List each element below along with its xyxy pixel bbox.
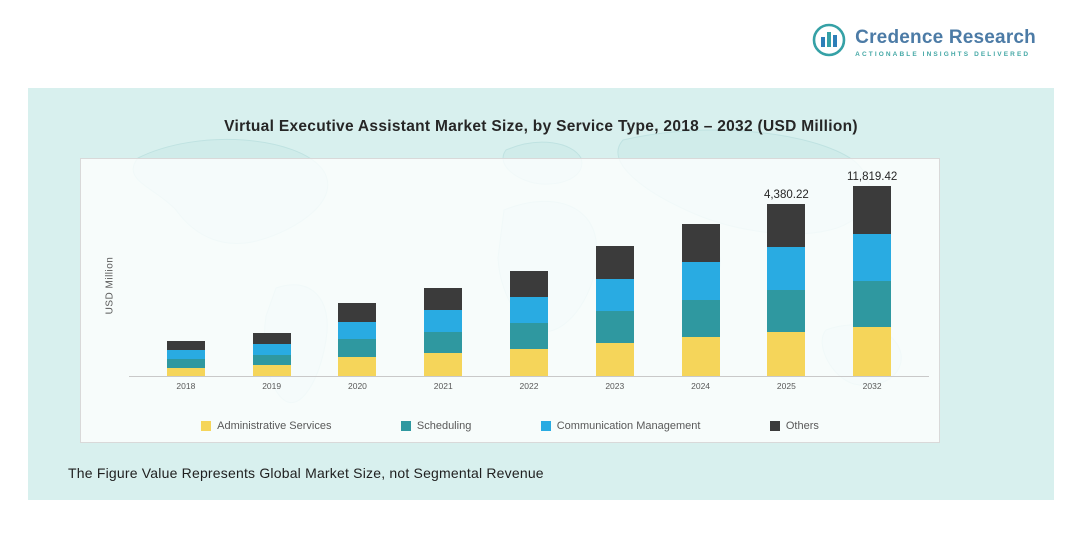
bar-segment-communication-management xyxy=(338,321,377,340)
x-axis-ticks: 2018 2019 2020 2021 2022 2023 2024 2025 2032 xyxy=(129,381,929,391)
bar-segment-others xyxy=(338,303,377,322)
bar-column-2020 xyxy=(315,303,401,376)
bar-segment-others xyxy=(510,271,549,298)
x-tick-2018: 2018 xyxy=(176,381,196,391)
stacked-bar-2022 xyxy=(510,271,549,376)
legend-swatch-communication-management xyxy=(540,421,551,431)
legend-item-scheduling: Scheduling xyxy=(400,420,472,432)
bar-value-label-2025: 4,380.22 xyxy=(763,189,809,201)
bar-segment-communication-management xyxy=(767,247,806,290)
x-tick-2025: 2025 xyxy=(776,381,796,391)
legend-label-administrative-services: Administrative Services xyxy=(217,420,332,432)
legend-label-scheduling: Scheduling xyxy=(416,420,472,432)
bar-segment-communication-management xyxy=(853,233,892,281)
legend-swatch-administrative-services xyxy=(201,421,212,431)
bar-column-2018 xyxy=(143,341,229,376)
bar-segment-scheduling xyxy=(252,354,291,366)
chart-box: USD Million 4,380.22 11,819.42 2018 2019 20… xyxy=(80,158,940,443)
bar-segment-administrative-services xyxy=(681,337,720,376)
stacked-bar-2025 xyxy=(767,204,806,376)
bar-segment-scheduling xyxy=(681,299,720,338)
bar-segment-administrative-services xyxy=(767,332,806,376)
bar-segment-administrative-services xyxy=(252,365,291,376)
bar-segment-administrative-services xyxy=(853,327,892,376)
bar-segment-administrative-services xyxy=(595,342,634,376)
bar-column-2025: 4,380.22 xyxy=(743,189,829,376)
legend-swatch-others xyxy=(769,421,780,431)
bar-segment-scheduling xyxy=(166,358,205,368)
bar-segment-administrative-services xyxy=(424,353,463,376)
x-tick-2032: 2032 xyxy=(862,381,882,391)
bar-segment-scheduling xyxy=(424,331,463,354)
bar-segment-communication-management xyxy=(595,278,634,311)
legend-label-communication-management: Communication Management xyxy=(556,420,701,432)
plot-area: 4,380.22 11,819.42 xyxy=(129,165,929,377)
x-tick-2024: 2024 xyxy=(691,381,711,391)
bar-segment-others xyxy=(424,288,463,310)
x-tick-2020: 2020 xyxy=(347,381,367,391)
bar-segment-others xyxy=(595,246,634,279)
bar-segment-others xyxy=(252,333,291,344)
bar-segment-communication-management xyxy=(252,343,291,355)
bar-segment-scheduling xyxy=(338,339,377,358)
bar-segment-administrative-services xyxy=(166,367,205,376)
stacked-bar-2021 xyxy=(424,288,463,376)
bar-segment-communication-management xyxy=(681,262,720,300)
stacked-bar-2018 xyxy=(166,341,205,376)
bar-segment-scheduling xyxy=(853,280,892,328)
bar-segment-others xyxy=(853,186,892,234)
bar-segment-communication-management xyxy=(510,297,549,324)
legend: Administrative Services Scheduling Communi… xyxy=(166,420,853,432)
bar-segment-communication-management xyxy=(424,309,463,332)
legend-item-administrative-services: Administrative Services xyxy=(201,420,331,432)
credence-research-logo: Credence Research Actionable Insights De… xyxy=(811,22,1036,63)
chart-title: Virtual Executive Assistant Market Size,… xyxy=(224,118,858,135)
logo-name: Credence Research xyxy=(855,27,1036,48)
stacked-bar-2023 xyxy=(595,246,634,376)
bar-column-2024 xyxy=(658,224,744,376)
logo-tagline: Actionable Insights Delivered xyxy=(855,51,1031,58)
bar-segment-others xyxy=(166,341,205,350)
bar-column-2023 xyxy=(572,246,658,376)
legend-label-others: Others xyxy=(785,420,819,432)
x-tick-2019: 2019 xyxy=(262,381,282,391)
stacked-bar-2032 xyxy=(853,186,892,376)
bar-column-2019 xyxy=(229,333,315,376)
bar-segment-communication-management xyxy=(166,349,205,359)
legend-item-others: Others xyxy=(769,420,819,432)
bar-segment-scheduling xyxy=(510,323,549,349)
bar-value-label-2032: 11,819.42 xyxy=(846,171,898,183)
bar-column-2022 xyxy=(486,271,572,376)
bar-segment-administrative-services xyxy=(510,348,549,376)
legend-item-communication-management: Communication Management xyxy=(540,420,701,432)
bar-column-2021 xyxy=(400,288,486,376)
x-tick-2022: 2022 xyxy=(519,381,539,391)
figure-footnote: The Figure Value Represents Global Marke… xyxy=(68,465,544,481)
bar-segment-others xyxy=(767,204,806,248)
stacked-bar-2019 xyxy=(252,333,291,376)
logo-bar-chart-icon xyxy=(811,22,847,63)
report-panel: Virtual Executive Assistant Market Size,… xyxy=(28,88,1054,500)
bar-column-2032: 11,819.42 xyxy=(829,171,915,376)
x-tick-2021: 2021 xyxy=(433,381,453,391)
legend-swatch-scheduling xyxy=(400,421,411,431)
x-tick-2023: 2023 xyxy=(605,381,625,391)
bar-segment-scheduling xyxy=(767,289,806,332)
bar-segment-others xyxy=(681,224,720,263)
bar-segment-administrative-services xyxy=(338,357,377,376)
y-axis-label: USD Million xyxy=(104,256,116,315)
bar-segment-scheduling xyxy=(595,310,634,343)
stacked-bar-2024 xyxy=(681,224,720,376)
stacked-bar-2020 xyxy=(338,303,377,376)
